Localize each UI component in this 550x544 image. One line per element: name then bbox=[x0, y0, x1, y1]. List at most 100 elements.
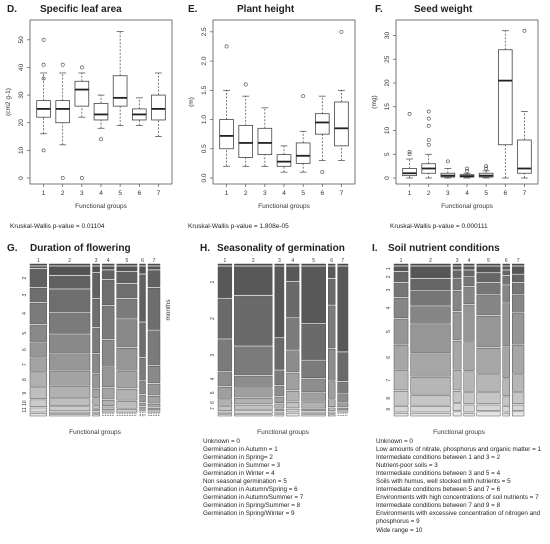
i-cell-g6-r2 bbox=[502, 270, 511, 276]
h-legend-item: Germination in Spring/Summer = 8 bbox=[203, 502, 301, 510]
g-cell-g4-r2 bbox=[101, 270, 115, 280]
d-outlier bbox=[99, 137, 103, 142]
i-cell-g6-r10 bbox=[502, 412, 511, 417]
i-xlabel: Functional groups bbox=[433, 429, 485, 436]
i-cell-g6-r8 bbox=[502, 396, 511, 406]
d-outlier bbox=[60, 62, 65, 67]
panel-letter-f: F. bbox=[375, 4, 383, 15]
h-row-label: 6 bbox=[210, 401, 216, 404]
g-cell-g6-r4 bbox=[139, 357, 146, 381]
h-cell-g5-r3 bbox=[301, 360, 326, 378]
h-legend-item: Non seasonal germination = 5 bbox=[203, 478, 287, 486]
g-col-label: 5 bbox=[125, 258, 128, 264]
g-cell-g5-r4 bbox=[116, 298, 138, 319]
g-cell-g4-r0 bbox=[101, 263, 115, 266]
d-outlier bbox=[79, 176, 84, 180]
i-row-label: 6 bbox=[386, 356, 392, 359]
d-box-group-3 bbox=[74, 80, 90, 107]
i-cell-g3-r9 bbox=[452, 403, 462, 411]
d-outlier bbox=[60, 176, 65, 180]
f-outlier bbox=[426, 138, 431, 142]
legend-germination: Unknown = 0 Germination in Autumn = 1 Germ… bbox=[203, 438, 303, 518]
h-cell-g4-r7 bbox=[286, 402, 300, 409]
g-cell-g5-r6 bbox=[116, 348, 138, 371]
i-cell-g3-r5 bbox=[452, 311, 462, 341]
i-cell-g1-r7 bbox=[393, 370, 409, 391]
i-cell-g2-r7 bbox=[410, 377, 451, 395]
h-legend-item: Germination in Spring= 2 bbox=[203, 454, 273, 462]
g-cell-g3-r11 bbox=[92, 411, 100, 414]
i-legend-item: Environments with high concentrations of… bbox=[376, 494, 539, 502]
f-outlier bbox=[426, 109, 431, 114]
e-xtick-label: 3 bbox=[263, 190, 267, 197]
g-cell-g7-r8 bbox=[147, 404, 161, 408]
h-cell-g5-r8 bbox=[301, 411, 326, 414]
i-row-label: 4 bbox=[386, 306, 392, 309]
i-cell-g1-r3 bbox=[393, 282, 409, 298]
i-col-label: 2 bbox=[429, 258, 432, 264]
g-cell-g2-r11 bbox=[49, 411, 91, 414]
g-col-label: 7 bbox=[153, 258, 156, 264]
i-cell-g4-r0 bbox=[463, 263, 475, 266]
h-cell-g2-r3 bbox=[234, 346, 273, 376]
i-cell-g5-r7 bbox=[476, 374, 501, 392]
d-xtick-label: 1 bbox=[42, 190, 46, 197]
d-ytick-label: 40 bbox=[18, 63, 25, 71]
h-cell-g5-r6 bbox=[301, 402, 326, 409]
i-cell-g6-r1 bbox=[502, 266, 511, 270]
g-cell-g2-r3 bbox=[49, 289, 91, 312]
i-cell-g7-r1 bbox=[512, 266, 525, 274]
h-cell-g4-r2 bbox=[286, 281, 300, 318]
g-cell-g3-r12 bbox=[92, 414, 100, 417]
i-row-label: 5 bbox=[386, 330, 392, 333]
h-row-label: 7 bbox=[210, 407, 216, 410]
i-cell-g5-r4 bbox=[476, 295, 501, 316]
i-cell-g4-r2 bbox=[463, 270, 475, 277]
i-cell-g7-r8 bbox=[512, 392, 525, 405]
kruskal-wallis-d: Kruskal-Wallis p-value = 0.01104 bbox=[10, 223, 105, 230]
g-row-label: 8 bbox=[22, 378, 28, 381]
i-cell-g4-r5 bbox=[463, 304, 475, 342]
g-cell-g5-r9 bbox=[116, 401, 138, 409]
d-xtick-label: 3 bbox=[80, 190, 84, 197]
g-col-label: 2 bbox=[68, 258, 71, 264]
i-cell-g2-r3 bbox=[410, 291, 451, 306]
f-outlier bbox=[426, 123, 431, 128]
e-ytick-label: 2.0 bbox=[201, 56, 208, 65]
h-cell-g5-r4 bbox=[301, 378, 326, 392]
e-ytick-label: 0.5 bbox=[201, 144, 208, 153]
d-xtick-label: 6 bbox=[137, 190, 141, 197]
h-cell-g7-r7 bbox=[337, 410, 349, 413]
h-cell-g7-r2 bbox=[337, 352, 349, 382]
h-cell-g5-r0 bbox=[301, 263, 326, 266]
f-ytick-label: 15 bbox=[384, 103, 391, 111]
h-cell-g7-r0 bbox=[337, 263, 349, 266]
i-cell-g7-r0 bbox=[512, 263, 525, 266]
g-cell-g7-r2 bbox=[147, 270, 161, 288]
g-cell-g2-r5 bbox=[49, 334, 91, 353]
f-xtick-label: 6 bbox=[503, 190, 507, 197]
d-ytick-label: 0 bbox=[18, 176, 25, 180]
g-row-label: 7 bbox=[22, 363, 28, 366]
i-cell-g4-r9 bbox=[463, 404, 475, 413]
g-cell-g1-r0 bbox=[29, 263, 48, 266]
h-cell-g3-r4 bbox=[274, 385, 285, 397]
h-cell-g7-r1 bbox=[337, 266, 349, 352]
g-cell-g3-r1 bbox=[92, 266, 100, 273]
i-cell-g3-r2 bbox=[452, 270, 462, 278]
g-col-label: 1 bbox=[37, 258, 40, 264]
d-ytick-label: 30 bbox=[18, 91, 25, 99]
i-cell-g4-r3 bbox=[463, 277, 475, 287]
g-cell-g4-r10 bbox=[101, 410, 115, 413]
f-outlier bbox=[445, 159, 450, 164]
f-box-group-6 bbox=[497, 49, 513, 146]
i-cell-g1-r6 bbox=[393, 345, 409, 370]
g-cell-g2-r12 bbox=[49, 414, 91, 417]
g-cell-g5-r10 bbox=[116, 409, 138, 413]
h-cell-g2-r6 bbox=[234, 398, 273, 405]
g-cell-g4-r9 bbox=[101, 406, 115, 410]
panel-letter-d: D. bbox=[7, 4, 17, 15]
panel-letter-g: G. bbox=[7, 243, 18, 254]
e-ytick-label: 1.5 bbox=[201, 85, 208, 94]
